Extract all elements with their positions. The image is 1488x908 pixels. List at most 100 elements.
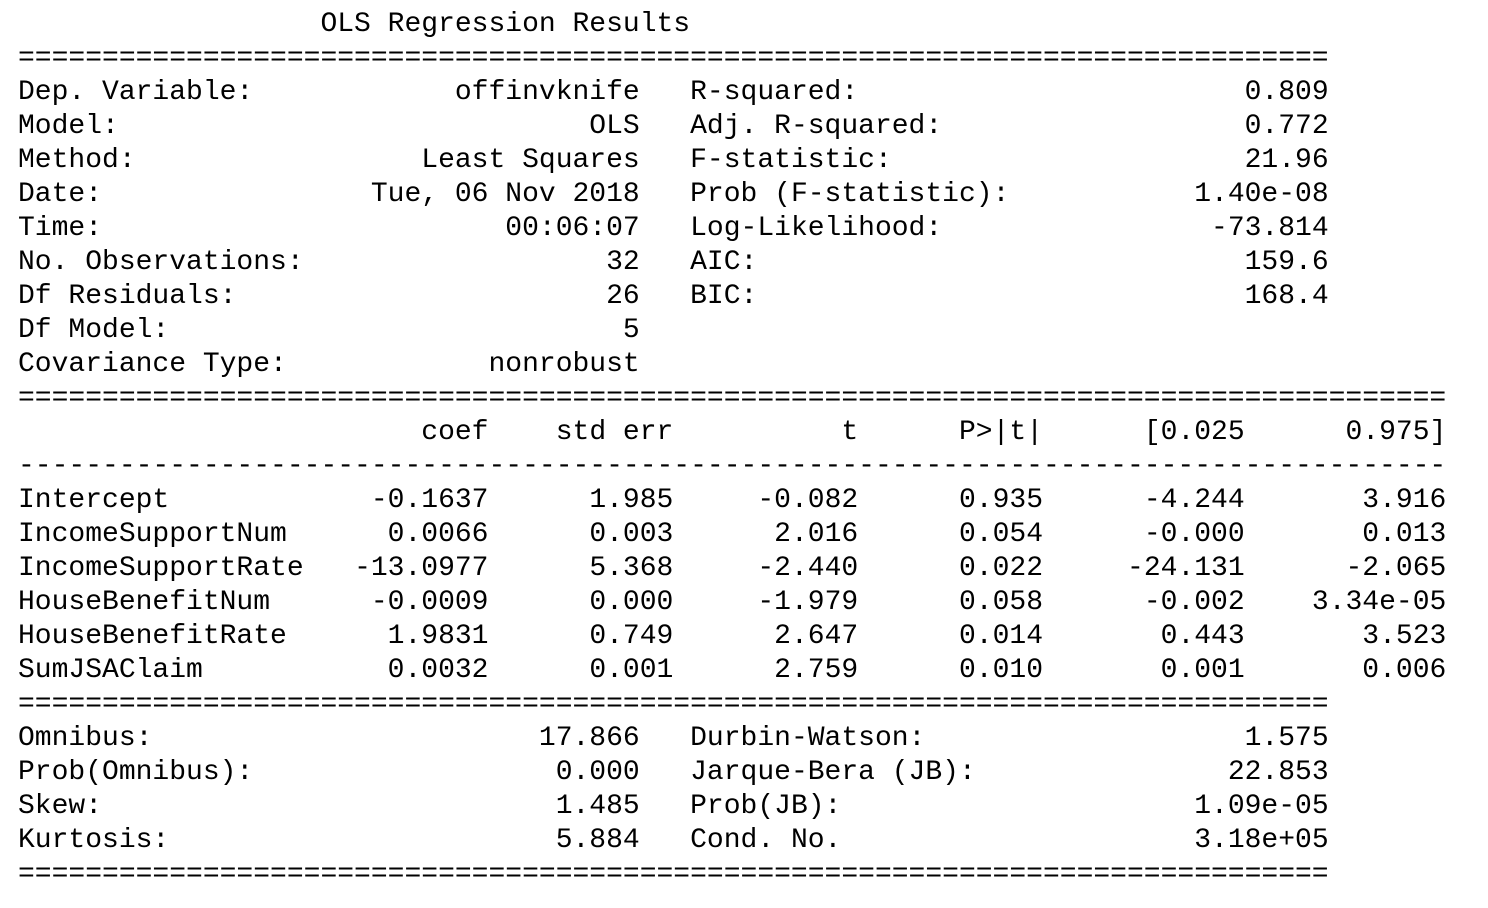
- diagnostics-gap: [640, 757, 690, 788]
- diagnostics-left-label: Prob(Omnibus):: [18, 757, 371, 788]
- std-err-value: 0.000: [538, 587, 674, 618]
- t-value: -2.440: [723, 553, 859, 584]
- ci-upper-value: 3.916: [1295, 485, 1447, 516]
- summary-right-label: Adj. R-squared:: [690, 111, 1043, 142]
- ci-lower-value: -0.000: [1093, 519, 1245, 550]
- coef-header-ci-lower: [0.025: [1093, 417, 1245, 448]
- p-value: 0.014: [908, 621, 1044, 652]
- coef-table-row: Intercept -0.1637 1.985 -0.082 0.935 -4.…: [18, 484, 1446, 518]
- report-title-line: OLS Regression Results: [18, 8, 1446, 42]
- summary-left-value: 26: [370, 281, 640, 312]
- diagnostics-row: Kurtosis: 5.884 Cond. No. 3.18e+05: [18, 824, 1446, 858]
- ci-upper-value: 3.523: [1295, 621, 1447, 652]
- summary-right-label: Prob (F-statistic):: [690, 179, 1043, 210]
- summary-left-value: Least Squares: [370, 145, 640, 176]
- std-err-value: 1.985: [538, 485, 674, 516]
- coef-row-name: IncomeSupportRate: [18, 553, 355, 584]
- coef-value: 1.9831: [354, 621, 489, 652]
- coef-gap: [858, 587, 908, 618]
- coef-gap: [1245, 519, 1295, 550]
- summary-row: No. Observations: 32 AIC: 159.6: [18, 246, 1446, 280]
- summary-gap: [640, 111, 690, 142]
- coef-gap: [673, 519, 723, 550]
- summary-left-value: offinvknife: [370, 77, 640, 108]
- ci-lower-value: 0.001: [1093, 655, 1245, 686]
- summary-gap: [640, 213, 690, 244]
- summary-right-value: 159.6: [1042, 247, 1329, 278]
- t-value: 2.759: [723, 655, 859, 686]
- summary-right-label: BIC:: [690, 281, 1043, 312]
- summary-left-label: Method:: [18, 145, 371, 176]
- coef-gap: [1245, 655, 1295, 686]
- coef-table-row: HouseBenefitRate 1.9831 0.749 2.647 0.01…: [18, 620, 1446, 654]
- coef-value: -0.1637: [354, 485, 489, 516]
- diagnostics-left-value: 1.485: [370, 791, 640, 822]
- coef-gap: [858, 485, 908, 516]
- summary-right-value: 21.96: [1042, 145, 1329, 176]
- summary-gap: [640, 145, 690, 176]
- diagnostics-right-label: Prob(JB):: [690, 791, 1043, 822]
- ci-lower-value: -0.002: [1093, 587, 1245, 618]
- coef-value: 0.0066: [354, 519, 489, 550]
- diagnostics-gap: [640, 791, 690, 822]
- coef-row-name: Intercept: [18, 485, 355, 516]
- summary-right-value: 0.809: [1042, 77, 1329, 108]
- std-err-value: 5.368: [538, 553, 674, 584]
- summary-right-label: F-statistic:: [690, 145, 1043, 176]
- summary-left-value: nonrobust: [370, 349, 640, 380]
- coef-gap: [488, 655, 538, 686]
- summary-left-label: Date:: [18, 179, 371, 210]
- coef-header-coef: coef: [354, 417, 489, 448]
- summary-gap: [640, 179, 690, 210]
- diagnostics-left-value: 17.866: [370, 723, 640, 754]
- ci-upper-value: -2.065: [1295, 553, 1447, 584]
- summary-left-label: Model:: [18, 111, 371, 142]
- diagnostics-left-label: Kurtosis:: [18, 825, 371, 856]
- diagnostics-row: Prob(Omnibus): 0.000 Jarque-Bera (JB): 2…: [18, 756, 1446, 790]
- ci-lower-value: -4.244: [1093, 485, 1245, 516]
- summary-left-value: OLS: [370, 111, 640, 142]
- summary-left-value: 00:06:07: [370, 213, 640, 244]
- coef-header-ci-upper: 0.975]: [1295, 417, 1447, 448]
- summary-row: Dep. Variable: offinvknife R-squared: 0.…: [18, 76, 1446, 110]
- coef-header-t: t: [723, 417, 859, 448]
- summary-left-value: 32: [370, 247, 640, 278]
- summary-row: Date: Tue, 06 Nov 2018 Prob (F-statistic…: [18, 178, 1446, 212]
- std-err-value: 0.749: [538, 621, 674, 652]
- p-value: 0.022: [908, 553, 1044, 584]
- coef-gap: [673, 655, 723, 686]
- coef-header-gap: [1245, 417, 1295, 448]
- coef-gap: [488, 485, 538, 516]
- coef-gap: [1043, 485, 1093, 516]
- diagnostics-row: Omnibus: 17.866 Durbin-Watson: 1.575: [18, 722, 1446, 756]
- summary-row: Method: Least Squares F-statistic: 21.96: [18, 144, 1446, 178]
- coef-header-p-value: P>|t|: [908, 417, 1044, 448]
- diagnostics-gap: [640, 723, 690, 754]
- coef-table-row: IncomeSupportNum 0.0066 0.003 2.016 0.05…: [18, 518, 1446, 552]
- coef-gap: [1043, 553, 1093, 584]
- diagnostics-left-value: 5.884: [370, 825, 640, 856]
- coef-header-gap: [673, 417, 723, 448]
- separator-line: ========================================…: [18, 859, 1329, 890]
- coef-row-name: IncomeSupportNum: [18, 519, 355, 550]
- summary-left-value: 5: [370, 315, 640, 346]
- coef-gap: [673, 587, 723, 618]
- coef-gap: [858, 519, 908, 550]
- summary-row: Covariance Type: nonrobust: [18, 348, 1446, 382]
- ci-lower-value: -24.131: [1093, 553, 1245, 584]
- coef-gap: [1043, 587, 1093, 618]
- summary-left-value: Tue, 06 Nov 2018: [370, 179, 640, 210]
- coef-gap: [858, 621, 908, 652]
- summary-left-label: Df Residuals:: [18, 281, 371, 312]
- coef-gap: [673, 621, 723, 652]
- summary-right-value: 168.4: [1042, 281, 1329, 312]
- summary-right-value: 0.772: [1042, 111, 1329, 142]
- summary-right-value: -73.814: [1042, 213, 1329, 244]
- coef-gap: [488, 621, 538, 652]
- coef-gap: [858, 553, 908, 584]
- coef-gap: [488, 519, 538, 550]
- coef-header-gap: [488, 417, 538, 448]
- coef-row-name: HouseBenefitNum: [18, 587, 355, 618]
- coef-gap: [1245, 553, 1295, 584]
- summary-row: Model: OLS Adj. R-squared: 0.772: [18, 110, 1446, 144]
